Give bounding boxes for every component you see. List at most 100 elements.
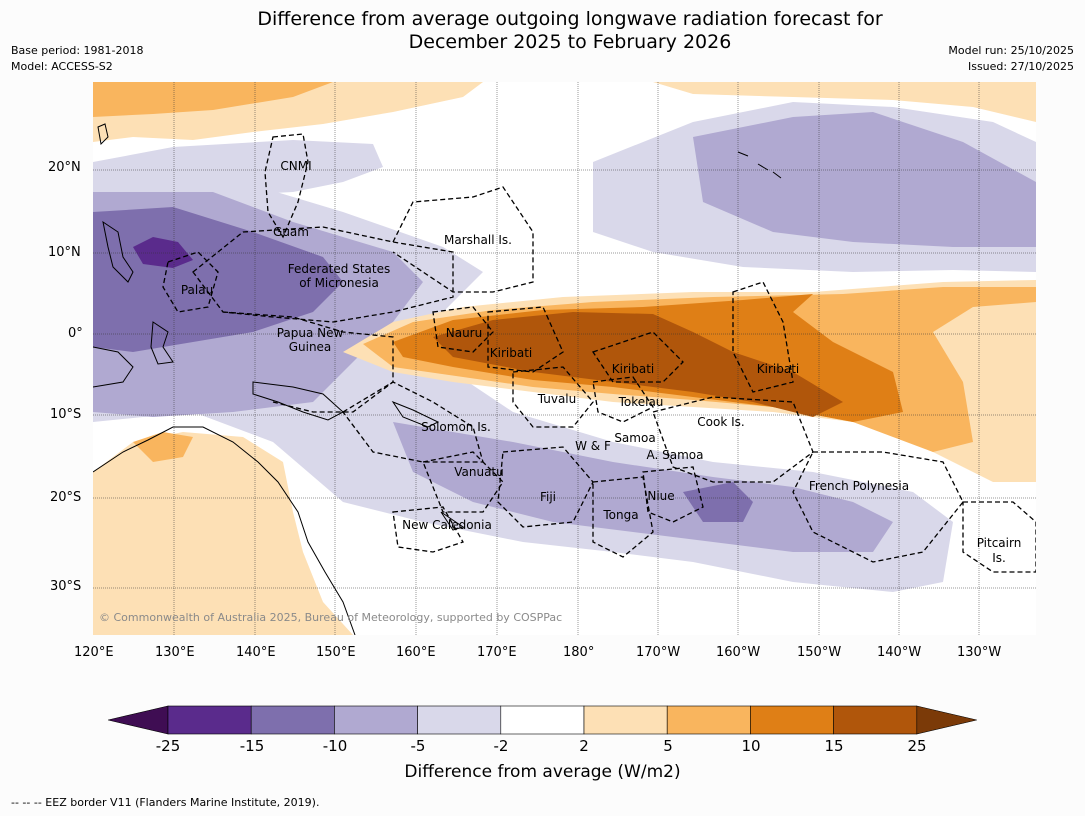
label-palau: Palau [181, 283, 213, 297]
hawaii-coastline [737, 151, 782, 179]
model-run: Model run: 25/10/2025 [948, 44, 1074, 57]
colorbar-segment-6 [583, 705, 668, 735]
eez-kiribati-east [732, 281, 794, 393]
meta-right: Model run: 25/10/2025 Issued: 27/10/2025 [948, 43, 1074, 75]
philippines-coastline [102, 220, 134, 283]
lat-label-20n: 20°N [48, 160, 81, 175]
map-gridlines [93, 82, 1036, 635]
negative-area-extreme [133, 237, 193, 268]
colorbar-segment-4 [417, 705, 502, 735]
label-fiji: Fiji [540, 490, 556, 504]
lon-label-150w: 150°W [797, 645, 842, 660]
colorbar-segment-5 [500, 705, 585, 735]
colorbar-tick--10: -10 [322, 737, 348, 755]
colorbar-tick--25: -25 [155, 737, 181, 755]
issued-date: Issued: 27/10/2025 [967, 60, 1074, 73]
label-marshall: Marshall Is. [444, 233, 512, 247]
eez-footnote: -- -- -- EEZ border V11 (Flanders Marine… [11, 796, 320, 809]
colorbar-segment-7 [666, 705, 751, 735]
eez-vanuatu [422, 451, 504, 513]
region-labels: CNMI Guam Marshall Is. Federated States … [181, 159, 1021, 565]
lon-label-150e: 150°E [316, 645, 356, 660]
lon-label-130w: 130°W [957, 645, 1002, 660]
label-tokelau: Tokelau [618, 395, 664, 409]
colorbar-segment-3 [334, 705, 418, 735]
label-american-samoa: A. Samoa [647, 448, 704, 462]
colorbar-tick-5: 5 [663, 737, 673, 755]
lat-label-10n: 10°N [48, 245, 81, 260]
colorbar [108, 705, 977, 735]
colorbar-tick-10: 10 [741, 737, 761, 755]
new-caledonia-coastline [440, 511, 465, 531]
label-cnmi: CNMI [280, 159, 311, 173]
chart-title-line-2: December 2025 to February 2026 [408, 31, 732, 53]
colorbar-tick-15: 15 [824, 737, 844, 755]
label-solomon: Solomon Is. [421, 420, 491, 434]
eez-marshall [392, 186, 534, 293]
label-kiribati-central: Kiribati [612, 362, 654, 376]
lat-label-10s: 10°S [50, 407, 82, 422]
colorbar-segment-9 [833, 705, 918, 735]
lat-label-20s: 20°S [50, 490, 82, 505]
colorbar-segment-2 [250, 705, 335, 735]
eez-cook [652, 396, 814, 483]
colorbar-tick-2: 2 [579, 737, 589, 755]
copyright-notice: © Commonwealth of Australia 2025, Bureau… [99, 611, 562, 624]
negative-area-south-pacific [393, 422, 893, 552]
lon-label-170w: 170°W [636, 645, 681, 660]
eez-kiribati-central [591, 331, 684, 383]
meta-left: Base period: 1981-2018 Model: ACCESS-S2 [11, 43, 143, 75]
eez-solomon [342, 381, 484, 463]
eez-tonga [592, 476, 654, 558]
anomaly-fields [93, 82, 1036, 635]
colorbar-title: Difference from average (W/m2) [404, 762, 681, 782]
new-guinea-coastline [252, 381, 344, 421]
eez-niue [642, 466, 704, 523]
colorbar-tick--15: -15 [239, 737, 265, 755]
label-new-caledonia: New Caledonia [402, 518, 492, 532]
colorbar-tick--5: -5 [410, 737, 426, 755]
eez-borders [162, 133, 1036, 573]
label-png-line2: Guinea [289, 340, 332, 354]
australia-coastline [93, 426, 356, 635]
colorbar-segment-8 [750, 705, 834, 735]
label-cook: Cook Is. [697, 415, 744, 429]
label-kiribati-east: Kiribati [757, 362, 799, 376]
positive-area-australia [93, 432, 353, 635]
label-guam: Guam [273, 225, 309, 239]
lon-label-160w: 160°W [716, 645, 761, 660]
sulawesi-coastline [150, 321, 174, 365]
positive-area-north-west-strong [93, 82, 333, 117]
lon-label-120e: 120°E [74, 645, 114, 660]
borneo-coastline [93, 346, 134, 388]
colorbar-tick--2: -2 [493, 737, 509, 755]
eez-french-polynesia [792, 451, 964, 563]
forecast-map: © Commonwealth of Australia 2025, Bureau… [93, 82, 1036, 635]
eez-new-caledonia [392, 506, 464, 553]
label-fsm-line1: Federated States [288, 262, 390, 276]
base-period: Base period: 1981-2018 [11, 44, 144, 57]
label-kiribati-west: Kiribati [490, 346, 532, 360]
lon-label-170e: 170°E [477, 645, 517, 660]
eez-png [222, 311, 394, 413]
label-tonga: Tonga [602, 508, 638, 522]
lat-label-30s: 30°S [50, 579, 82, 594]
positive-area-equatorial-extreme [433, 312, 843, 417]
label-nauru: Nauru [446, 326, 482, 340]
label-tuvalu: Tuvalu [537, 392, 577, 406]
lon-label-140w: 140°W [877, 645, 922, 660]
colorbar-tick-25: 25 [907, 737, 927, 755]
lon-label-140e: 140°E [236, 645, 276, 660]
label-niue: Niue [647, 489, 674, 503]
label-pitcairn-line2: Is. [992, 551, 1006, 565]
taiwan-coastline [97, 123, 109, 146]
lon-label-160e: 160°E [396, 645, 436, 660]
positive-area-north-east [653, 82, 1036, 122]
label-png-line1: Papua New [277, 326, 344, 340]
negative-area-north-east-mid [693, 112, 1036, 247]
lon-label-180: 180° [563, 645, 595, 660]
label-vanuatu: Vanuatu [454, 465, 504, 479]
model-name: Model: ACCESS-S2 [11, 60, 113, 73]
eez-tokelau [592, 376, 654, 423]
lat-label-0: 0° [68, 326, 83, 341]
